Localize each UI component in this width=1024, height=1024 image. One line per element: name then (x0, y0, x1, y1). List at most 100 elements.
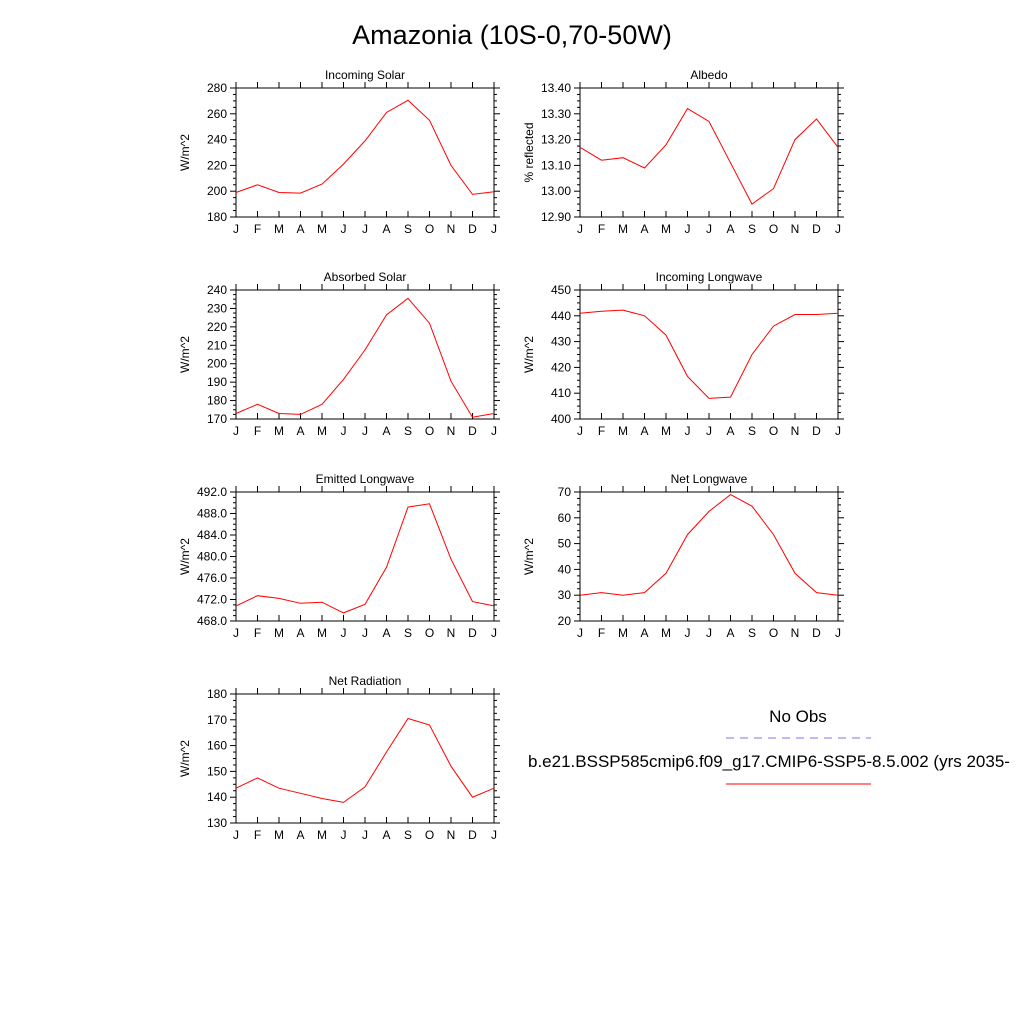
x-tick-label: J (835, 424, 841, 438)
y-tick-label: 488.0 (197, 507, 227, 521)
y-tick-label: 13.40 (541, 81, 571, 95)
x-tick-label: O (769, 626, 778, 640)
x-tick-label: A (382, 424, 390, 438)
series-line (579, 309, 839, 399)
series-line (235, 717, 495, 803)
x-tick-label: J (491, 222, 497, 236)
y-axis-label: W/m^2 (178, 134, 192, 171)
y-tick-label: 180 (207, 687, 227, 701)
x-tick-label: M (274, 424, 284, 438)
x-tick-label: M (317, 424, 327, 438)
x-tick-label: J (706, 626, 712, 640)
y-tick-label: 170 (207, 412, 227, 426)
x-tick-label: S (748, 424, 756, 438)
y-tick-label: 280 (207, 81, 227, 95)
x-tick-label: N (791, 424, 800, 438)
x-tick-label: J (835, 222, 841, 236)
x-tick-label: N (791, 626, 800, 640)
x-tick-label: S (404, 222, 412, 236)
x-tick-label: J (577, 626, 583, 640)
y-tick-label: 220 (207, 158, 227, 172)
x-tick-label: N (447, 222, 456, 236)
x-tick-label: D (468, 626, 477, 640)
y-tick-label: 190 (207, 375, 227, 389)
x-tick-label: D (812, 626, 821, 640)
y-tick-label: 180 (207, 394, 227, 408)
x-tick-label: F (598, 222, 605, 236)
x-tick-label: J (577, 222, 583, 236)
x-tick-label: A (382, 828, 390, 842)
legend-obs-label: No Obs (769, 707, 827, 726)
x-tick-label: J (577, 424, 583, 438)
plot-frame (235, 693, 495, 824)
x-tick-label: F (254, 222, 261, 236)
x-tick-label: M (661, 424, 671, 438)
x-tick-label: A (726, 424, 734, 438)
y-tick-label: 140 (207, 790, 227, 804)
y-tick-label: 30 (558, 588, 572, 602)
x-tick-label: J (362, 424, 368, 438)
y-tick-label: 420 (551, 360, 571, 374)
y-tick-label: 180 (207, 210, 227, 224)
x-tick-label: O (769, 222, 778, 236)
x-tick-label: J (341, 424, 347, 438)
y-tick-label: 210 (207, 338, 227, 352)
x-tick-label: J (341, 828, 347, 842)
y-tick-label: 20 (558, 614, 572, 628)
y-tick-label: 440 (551, 309, 571, 323)
chart-title: Net Radiation (329, 674, 402, 688)
y-tick-label: 60 (558, 511, 572, 525)
x-tick-label: D (468, 424, 477, 438)
series-line (235, 503, 495, 614)
chart-title: Incoming Longwave (656, 270, 763, 284)
y-tick-label: 40 (558, 562, 572, 576)
y-tick-label: 12.90 (541, 210, 571, 224)
x-tick-label: M (274, 626, 284, 640)
plot-frame (579, 289, 839, 420)
y-tick-label: 476.0 (197, 571, 227, 585)
plot-frame (235, 491, 495, 622)
legend-model-label: b.e21.BSSP585cmip6.f09_g17.CMIP6-SSP5-8.… (528, 752, 1010, 771)
x-tick-label: J (706, 222, 712, 236)
x-tick-label: A (382, 626, 390, 640)
x-tick-label: J (685, 424, 691, 438)
x-tick-label: J (341, 222, 347, 236)
x-tick-label: A (296, 424, 304, 438)
x-tick-label: A (726, 222, 734, 236)
x-tick-label: A (726, 626, 734, 640)
legend: No Obs b.e21.BSSP585cmip6.f09_g17.CMIP6-… (528, 707, 1010, 785)
x-tick-label: M (274, 828, 284, 842)
x-tick-label: J (341, 626, 347, 640)
plot-frame (235, 289, 495, 420)
chart-title: Albedo (690, 68, 728, 82)
series-line (579, 107, 839, 205)
x-tick-label: M (317, 828, 327, 842)
x-tick-label: J (685, 222, 691, 236)
y-tick-label: 200 (207, 357, 227, 371)
x-tick-label: M (317, 222, 327, 236)
y-tick-label: 13.10 (541, 158, 571, 172)
x-tick-label: M (317, 626, 327, 640)
x-tick-label: N (447, 626, 456, 640)
y-axis-label: W/m^2 (522, 538, 536, 575)
x-tick-label: J (233, 424, 239, 438)
y-tick-label: 170 (207, 713, 227, 727)
y-axis-label: W/m^2 (178, 336, 192, 373)
x-tick-label: J (685, 626, 691, 640)
y-axis-label: % reflected (522, 122, 536, 182)
x-tick-label: M (618, 626, 628, 640)
x-tick-label: S (404, 626, 412, 640)
x-tick-label: O (425, 222, 434, 236)
y-tick-label: 480.0 (197, 550, 227, 564)
y-axis-label: W/m^2 (178, 740, 192, 777)
x-tick-label: F (254, 626, 261, 640)
y-tick-label: 472.0 (197, 593, 227, 607)
chart-title: Emitted Longwave (316, 472, 415, 486)
y-tick-label: 13.20 (541, 133, 571, 147)
x-tick-label: O (425, 424, 434, 438)
